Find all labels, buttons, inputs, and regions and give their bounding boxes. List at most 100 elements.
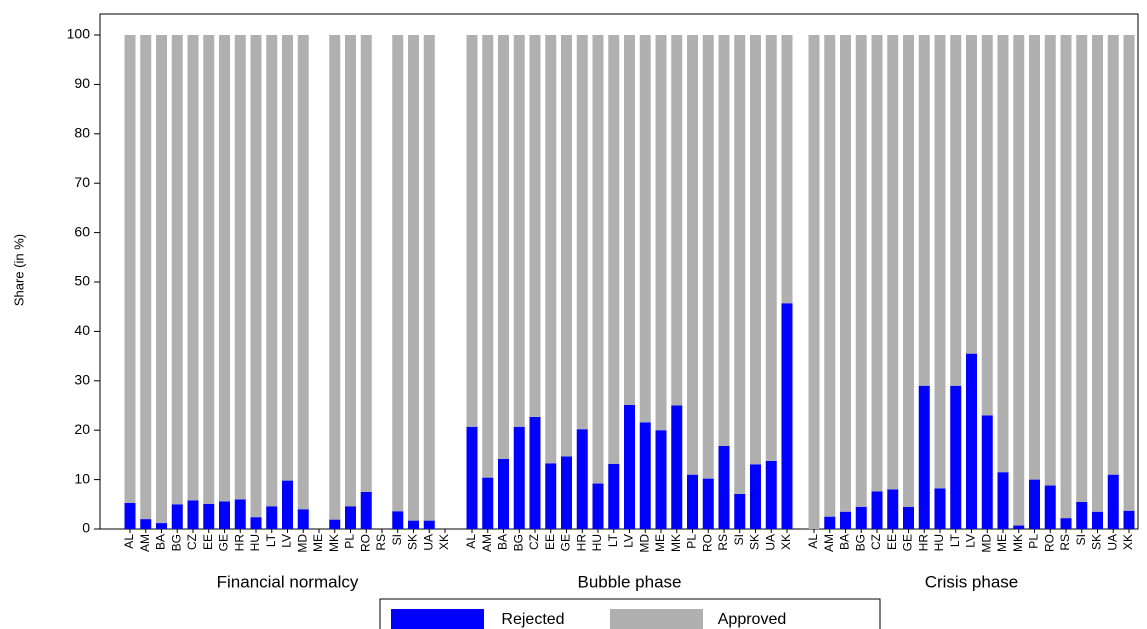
legend-label: Rejected	[501, 611, 564, 628]
y-tick-label: 90	[74, 75, 90, 91]
bar-segment	[545, 35, 557, 464]
bar-segment	[624, 405, 635, 529]
bar-segment	[855, 35, 867, 507]
x-tick-label: CZ	[527, 534, 541, 550]
x-tick-label: BA	[838, 534, 852, 550]
bar-segment	[903, 506, 914, 529]
y-axis-label: Share (in %)	[11, 234, 26, 306]
bar-segment	[1107, 474, 1119, 529]
bar-segment	[171, 35, 183, 505]
bar-segment	[408, 35, 419, 521]
x-tick-label: MK	[669, 534, 683, 552]
x-tick-label: LT	[264, 533, 278, 547]
bar-segment	[124, 502, 136, 529]
bar-segment	[671, 405, 683, 529]
bar-segment	[639, 35, 651, 423]
x-tick-label: RO	[1042, 534, 1056, 552]
bar-segment	[981, 415, 993, 529]
bar-segment	[234, 35, 246, 500]
x-tick-label: RS	[716, 534, 730, 551]
bar-segment	[1123, 510, 1135, 529]
bar-segment	[918, 385, 930, 529]
bar-segment	[1107, 35, 1119, 475]
bar-segment	[1044, 485, 1056, 529]
x-tick-label: PL	[1027, 534, 1041, 549]
bar-segment	[1060, 518, 1072, 529]
bar-segment	[887, 35, 899, 490]
x-tick-label: MD	[637, 534, 651, 553]
bar-segment	[702, 478, 714, 529]
bar-segment	[655, 35, 667, 431]
bar-segment	[234, 499, 246, 529]
bar-segment	[950, 385, 962, 529]
bar-segment	[203, 503, 215, 529]
bar-segment	[918, 35, 930, 386]
bar-segment	[966, 353, 977, 529]
bar-segment	[392, 35, 404, 512]
bar-segment	[345, 35, 356, 507]
x-tick-label: LV	[280, 534, 294, 548]
bar-segment	[871, 491, 883, 529]
x-tick-label: SI	[732, 534, 746, 545]
bar-segment	[655, 430, 667, 529]
x-tick-label: XK	[779, 534, 793, 550]
x-tick-label: GE	[559, 534, 573, 551]
bar-segment	[266, 35, 278, 507]
x-tick-label: MD	[979, 534, 993, 553]
panel-title: Bubble phase	[578, 572, 682, 591]
bar-segment	[718, 35, 730, 447]
bar-segment	[997, 35, 1009, 473]
bar-segment	[187, 500, 199, 529]
bar-segment	[1060, 35, 1072, 519]
bar-segment	[498, 35, 509, 459]
legend-label: Approved	[718, 611, 787, 628]
bar-segment	[824, 516, 836, 529]
x-tick-label: CZ	[185, 534, 199, 550]
bar-segment	[297, 35, 309, 510]
bar-segment	[250, 517, 262, 529]
x-tick-label: LV	[964, 534, 978, 548]
x-tick-label: BA	[496, 534, 510, 550]
x-tick-label: BG	[511, 534, 525, 551]
bar-segment	[156, 523, 167, 529]
bar-segment	[482, 35, 494, 478]
x-tick-label: AM	[138, 534, 152, 552]
bar-segment	[529, 416, 541, 529]
x-tick-label: MK	[327, 534, 341, 552]
bar-segment	[187, 35, 199, 501]
bar-segment	[250, 35, 262, 518]
bar-segment	[423, 520, 435, 529]
bar-segment	[887, 489, 899, 529]
bar-segment	[297, 509, 309, 529]
x-tick-label: EE	[543, 534, 557, 550]
bar-segment	[561, 35, 572, 457]
bar-segment	[156, 35, 167, 524]
y-tick-label: 40	[74, 322, 90, 338]
bar-segment	[1029, 35, 1040, 480]
bar-segment	[718, 446, 730, 529]
x-tick-label: ME	[995, 534, 1009, 552]
x-tick-label: BA	[154, 534, 168, 550]
y-tick-label: 50	[74, 273, 90, 289]
bar-segment	[1076, 35, 1088, 502]
bar-segment	[734, 35, 746, 494]
x-tick-label: UA	[421, 534, 435, 551]
x-tick-label: AL	[122, 534, 136, 549]
x-tick-label: RS	[374, 534, 388, 551]
bar-segment	[824, 35, 836, 517]
bar-segment	[840, 511, 851, 529]
x-tick-label: LT	[948, 533, 962, 547]
x-tick-label: HU	[248, 534, 262, 551]
x-tick-label: UA	[763, 534, 777, 551]
y-tick-label: 0	[82, 520, 90, 536]
y-tick-label: 80	[74, 125, 90, 141]
bar-segment	[345, 506, 356, 529]
bar-segment	[513, 35, 525, 427]
bar-segment	[624, 35, 635, 406]
y-tick-label: 60	[74, 223, 90, 239]
bar-segment	[734, 493, 746, 529]
bar-segment	[329, 519, 341, 529]
bar-segment	[219, 35, 230, 502]
bar-segment	[639, 422, 651, 529]
